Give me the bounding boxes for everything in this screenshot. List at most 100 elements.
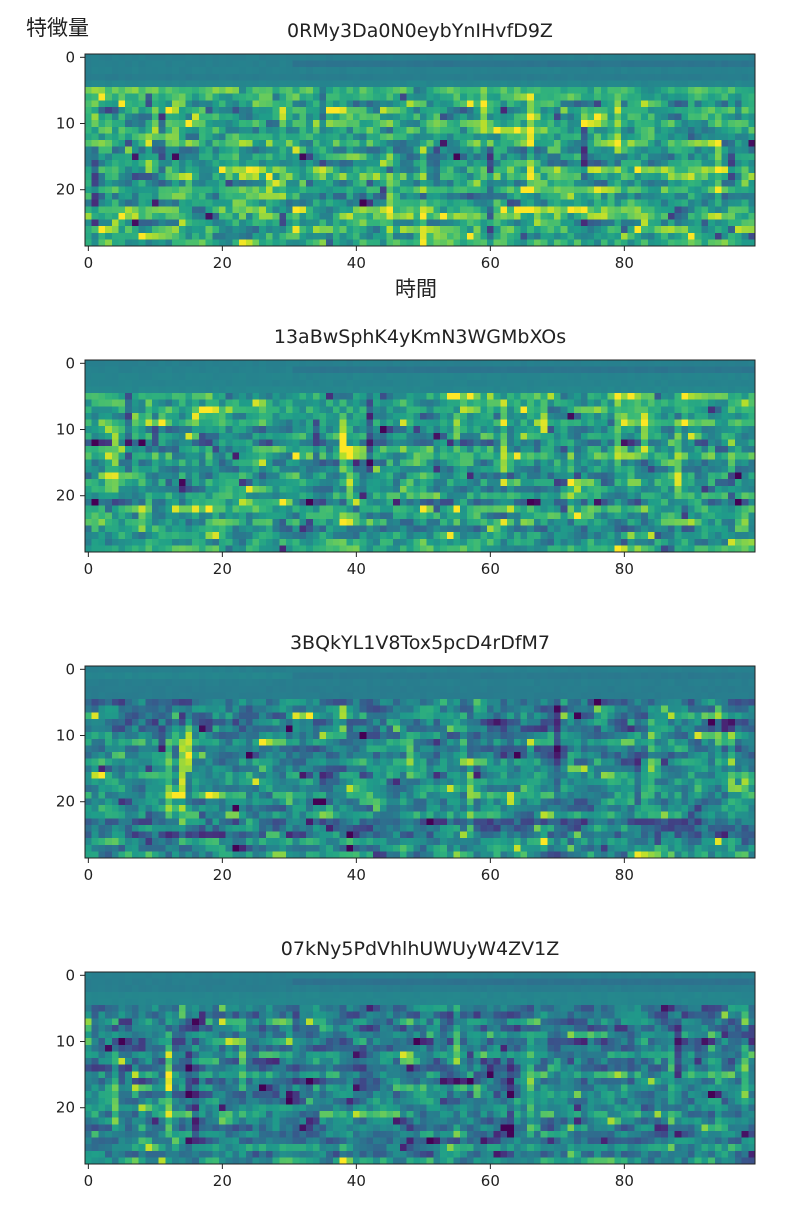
heatmap-cell	[279, 479, 287, 487]
heatmap-cell	[694, 146, 702, 154]
heatmap-cell	[85, 399, 93, 407]
heatmap-cell	[480, 485, 488, 493]
heatmap-cell	[118, 193, 126, 201]
heatmap-cell	[748, 386, 756, 394]
heatmap-cell	[125, 485, 133, 493]
heatmap-cell	[507, 193, 515, 201]
heatmap-cell	[667, 54, 675, 62]
heatmap-cell	[420, 146, 428, 154]
heatmap-cell	[306, 373, 314, 381]
heatmap-cell	[513, 232, 521, 240]
heatmap-cell	[131, 366, 139, 374]
heatmap-cell	[627, 100, 635, 108]
heatmap-cell	[614, 472, 622, 480]
heatmap-cell	[594, 199, 602, 207]
heatmap-cell	[406, 80, 414, 88]
heatmap-cell	[567, 393, 575, 401]
heatmap-cell	[667, 459, 675, 467]
heatmap-cell	[453, 113, 461, 121]
heatmap-cell	[634, 140, 642, 148]
heatmap-cell	[292, 386, 300, 394]
heatmap-cell	[205, 492, 213, 500]
heatmap-cell	[259, 206, 267, 214]
heatmap-cell	[627, 412, 635, 420]
heatmap-cell	[453, 126, 461, 134]
heatmap-cell	[393, 366, 401, 374]
heatmap-cell	[560, 379, 568, 387]
heatmap-cell	[373, 106, 381, 114]
heatmap-cell	[513, 492, 521, 500]
heatmap-cell	[212, 452, 220, 460]
heatmap-cell	[440, 193, 448, 201]
heatmap-cell	[453, 93, 461, 101]
heatmap-cell	[299, 432, 307, 440]
heatmap-cell	[326, 219, 334, 227]
heatmap-cell	[440, 452, 448, 460]
heatmap-cell	[607, 193, 615, 201]
heatmap-cell	[185, 133, 193, 141]
heatmap-cell	[332, 212, 340, 220]
heatmap-cell	[265, 126, 273, 134]
heatmap-cell	[399, 219, 407, 227]
heatmap-cell	[453, 159, 461, 167]
heatmap-cell	[600, 199, 608, 207]
heatmap-cell	[594, 446, 602, 454]
heatmap-cell	[85, 479, 93, 487]
heatmap-cell	[708, 199, 716, 207]
heatmap-cell	[466, 465, 474, 473]
heatmap-cell	[299, 54, 307, 62]
heatmap-cell	[158, 206, 166, 214]
heatmap-cell	[279, 126, 287, 134]
heatmap-cell	[600, 133, 608, 141]
heatmap-cell	[654, 193, 662, 201]
heatmap-cell	[105, 159, 113, 167]
heatmap-cell	[554, 67, 562, 75]
heatmap-cell	[708, 206, 716, 214]
heatmap-cell	[647, 226, 655, 234]
heatmap-cell	[353, 67, 361, 75]
heatmap-cell	[393, 379, 401, 387]
heatmap-cell	[152, 412, 160, 420]
heatmap-cell	[259, 459, 267, 467]
heatmap-cell	[701, 166, 709, 174]
heatmap-cell	[359, 379, 367, 387]
heatmap-cell	[627, 452, 635, 460]
heatmap-cell	[533, 67, 541, 75]
heatmap-cell	[252, 406, 260, 414]
heatmap-cell	[105, 432, 113, 440]
heatmap-cell	[627, 206, 635, 214]
heatmap-cell	[158, 80, 166, 88]
heatmap-cell	[339, 60, 347, 68]
chart-title: 13aBwSphK4yKmN3WGMbXOs	[273, 326, 567, 348]
heatmap-cell	[527, 226, 535, 234]
heatmap-cell	[125, 153, 133, 161]
heatmap-cell	[239, 465, 247, 473]
heatmap-cell	[265, 212, 273, 220]
heatmap-cell	[614, 159, 622, 167]
heatmap-cell	[513, 373, 521, 381]
heatmap-cell	[420, 106, 428, 114]
heatmap-cell	[98, 106, 106, 114]
heatmap-cell	[547, 393, 555, 401]
heatmap-cell	[312, 446, 320, 454]
heatmap-cell	[239, 459, 247, 467]
heatmap-cell	[286, 186, 294, 194]
heatmap-cell	[326, 179, 334, 187]
heatmap-cell	[580, 465, 588, 473]
heatmap-cell	[567, 186, 575, 194]
heatmap-cell	[219, 366, 227, 374]
heatmap-cell	[353, 106, 361, 114]
heatmap-cell	[359, 386, 367, 394]
heatmap-cell	[91, 419, 99, 427]
heatmap-cell	[748, 472, 756, 480]
heatmap-cell	[245, 239, 253, 247]
heatmap-cell	[647, 173, 655, 181]
heatmap-cell	[346, 179, 354, 187]
heatmap-cell	[487, 472, 495, 480]
heatmap-cell	[138, 54, 146, 62]
heatmap-cell	[85, 379, 93, 387]
heatmap-cell	[245, 159, 253, 167]
heatmap-cell	[446, 166, 454, 174]
heatmap-cell	[547, 419, 555, 427]
heatmap-cell	[614, 80, 622, 88]
